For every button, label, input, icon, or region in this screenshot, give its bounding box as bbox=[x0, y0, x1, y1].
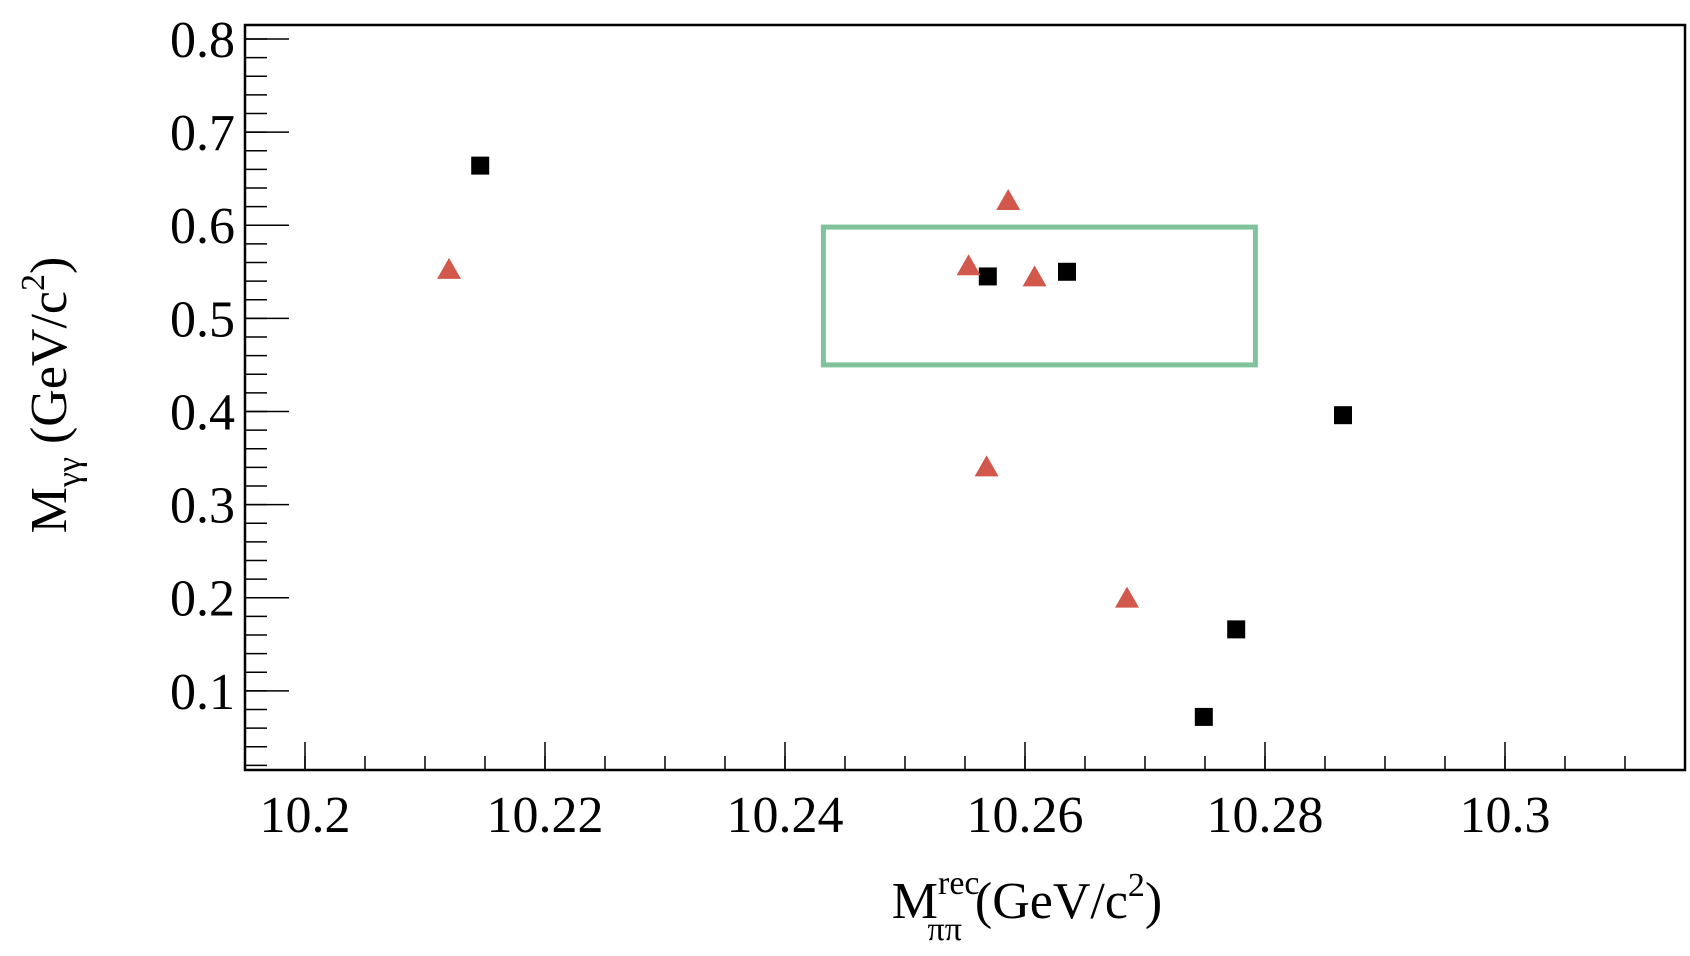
x-axis-title-unit-close: ) bbox=[1145, 873, 1162, 930]
signal-region-box bbox=[820, 224, 1258, 368]
y-tick-labels: 0.1 0.2 0.3 0.4 0.5 0.6 0.7 0.8 bbox=[170, 12, 235, 721]
y-tick-label: 0.6 bbox=[170, 198, 235, 255]
major-ticks bbox=[245, 38, 1506, 770]
y-axis-title-unit-open: (GeV/c bbox=[21, 291, 78, 457]
x-tick-label: 10.3 bbox=[1460, 787, 1551, 844]
y-tick-label: 0.3 bbox=[170, 478, 235, 535]
y-tick-label: 0.1 bbox=[170, 664, 235, 721]
x-tick-label: 10.2 bbox=[260, 787, 351, 844]
y-tick-label: 0.5 bbox=[170, 291, 235, 348]
triangle-marker bbox=[1022, 265, 1047, 287]
y-tick-label: 0.8 bbox=[170, 12, 235, 69]
square-marker bbox=[1194, 707, 1213, 726]
x-axis-title: Mrec ππ (GeV/c2) bbox=[892, 865, 1162, 948]
y-tick-label: 0.4 bbox=[170, 384, 235, 441]
x-axis-title-main: M bbox=[892, 873, 938, 930]
y-tick-label: 0.7 bbox=[170, 105, 235, 162]
triangle-marker bbox=[996, 189, 1021, 211]
square-marker bbox=[471, 156, 490, 175]
triangle-marker bbox=[437, 257, 461, 279]
x-axis-title-unit-open: (GeV/c bbox=[962, 873, 1128, 930]
x-tick-label: 10.28 bbox=[1207, 787, 1324, 844]
triangle-marker bbox=[956, 254, 981, 276]
square-marker bbox=[1058, 262, 1076, 281]
x-tick-labels: 10.2 10.22 10.24 10.26 10.28 10.3 bbox=[260, 787, 1551, 844]
square-marker bbox=[1227, 620, 1246, 639]
square-marker bbox=[978, 267, 997, 286]
minor-ticks bbox=[244, 38, 1686, 770]
triangle-marker bbox=[1115, 586, 1139, 608]
y-axis-title-main: M bbox=[21, 487, 78, 533]
plot-frame bbox=[243, 23, 1687, 772]
x-axis-title-sup: rec bbox=[938, 865, 980, 902]
triangle-marker bbox=[974, 455, 999, 477]
y-axis-title-sub: γγ bbox=[51, 457, 88, 488]
y-axis-title: Mγγ (GeV/c2) bbox=[15, 257, 88, 534]
data-points bbox=[437, 156, 1352, 726]
x-axis-title-sub: ππ bbox=[928, 911, 962, 948]
x-tick-label: 10.22 bbox=[487, 787, 604, 844]
square-marker bbox=[1334, 406, 1352, 425]
x-axis-title-unit-sup: 2 bbox=[1128, 867, 1145, 904]
x-tick-label: 10.24 bbox=[727, 787, 844, 844]
y-axis-title-unit-sup: 2 bbox=[15, 274, 52, 291]
y-tick-label: 0.2 bbox=[170, 571, 235, 628]
y-axis-title-unit-close: ) bbox=[21, 257, 78, 274]
x-tick-label: 10.26 bbox=[967, 787, 1084, 844]
